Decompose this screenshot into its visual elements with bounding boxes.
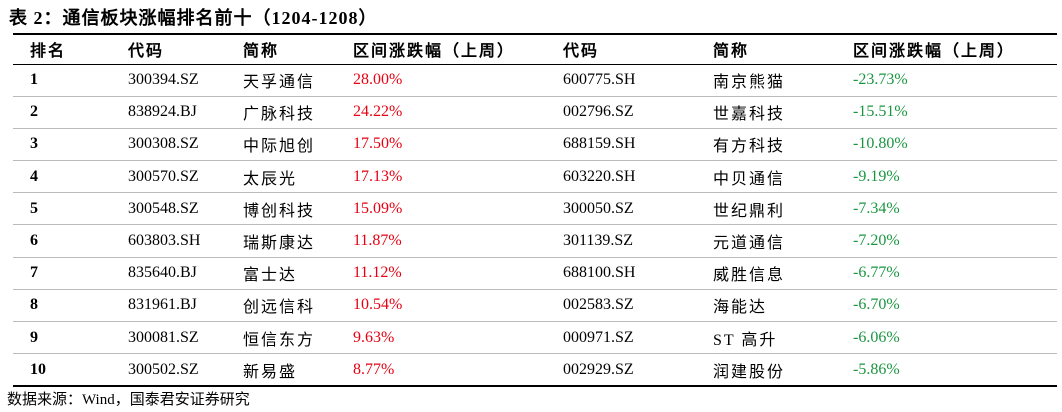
table-cell: 300570.SZ bbox=[128, 167, 199, 185]
table-cell: 海能达 bbox=[713, 299, 768, 317]
table-cell: 300548.SZ bbox=[128, 199, 199, 217]
table-cell: 富士达 bbox=[243, 267, 298, 285]
table-cell: -10.80% bbox=[853, 135, 908, 153]
table-body: 1 300394.SZ 天孚通信 28.00% 600775.SH 南京熊猫 -23.73%… bbox=[13, 64, 1057, 386]
table-cell: 11.12% bbox=[353, 264, 402, 282]
table-cell: 4 bbox=[30, 167, 38, 185]
ranking-table: 排名 代码 简称 区间涨跌幅（上周） 代码 简称 区间涨跌幅（上周） 1 300394.SZ 天… bbox=[13, 33, 1057, 387]
table-row: 9 300081.SZ 恒信东方 9.63% 000971.SZ ST 高升 -6.06% bbox=[13, 322, 1057, 354]
table-cell: 28.00% bbox=[353, 71, 403, 89]
table-cell: 瑞斯康达 bbox=[243, 235, 316, 253]
table-cell: 17.50% bbox=[353, 135, 403, 153]
table-cell: 24.22% bbox=[353, 103, 403, 121]
table-cell: 3 bbox=[30, 135, 38, 153]
table-cell: 南京熊猫 bbox=[713, 74, 786, 92]
table-row: 1 300394.SZ 天孚通信 28.00% 600775.SH 南京熊猫 -23.73% bbox=[13, 64, 1057, 97]
table-cell: 002796.SZ bbox=[563, 103, 634, 121]
table-cell: 有方科技 bbox=[713, 138, 786, 156]
header-cell: 代码 bbox=[563, 43, 600, 61]
table-cell: -6.70% bbox=[853, 296, 900, 314]
table-cell: 太辰光 bbox=[243, 170, 298, 188]
table-cell: 17.13% bbox=[353, 167, 403, 185]
table-row: 8 831961.BJ 创远信科 10.54% 002583.SZ 海能达 -6.70% bbox=[13, 289, 1057, 322]
table-cell: -5.86% bbox=[853, 360, 900, 378]
table-cell: 世纪鼎利 bbox=[713, 202, 786, 220]
table-cell: 688159.SH bbox=[563, 135, 636, 153]
table-cell: 1 bbox=[30, 71, 38, 89]
table-cell: 中际旭创 bbox=[243, 138, 316, 156]
table-row: 5 300548.SZ 博创科技 15.09% 300050.SZ 世纪鼎利 -7.34% bbox=[13, 193, 1057, 225]
table-cell: 世嘉科技 bbox=[713, 106, 786, 124]
table-cell: 7 bbox=[30, 264, 38, 282]
table-cell: 5 bbox=[30, 199, 38, 217]
source-note: 数据来源：Wind，国泰君安证券研究 bbox=[7, 392, 250, 408]
header-cell: 代码 bbox=[128, 43, 165, 61]
table-cell: 835640.BJ bbox=[128, 264, 197, 282]
table-cell: 002929.SZ bbox=[563, 360, 634, 378]
table-cell: 元道通信 bbox=[713, 235, 786, 253]
table-cell: 博创科技 bbox=[243, 202, 316, 220]
table-row: 10 300502.SZ 新易盛 8.77% 002929.SZ 润建股份 -5.86% bbox=[13, 354, 1057, 386]
table-cell: -23.73% bbox=[853, 71, 908, 89]
table-cell: 000971.SZ bbox=[563, 328, 634, 346]
table-cell: 9.63% bbox=[353, 328, 395, 346]
table-cell: 603220.SH bbox=[563, 167, 636, 185]
table-cell: 2 bbox=[30, 103, 38, 121]
table-cell: 创远信科 bbox=[243, 299, 316, 317]
table-cell: 831961.BJ bbox=[128, 296, 197, 314]
table-cell: 广脉科技 bbox=[243, 106, 316, 124]
table-cell: 300308.SZ bbox=[128, 135, 199, 153]
table-row: 2 838924.BJ 广脉科技 24.22% 002796.SZ 世嘉科技 -15.51% bbox=[13, 96, 1057, 129]
table-cell: -6.77% bbox=[853, 264, 900, 282]
table-cell: 8 bbox=[30, 296, 38, 314]
header-cell: 简称 bbox=[243, 43, 280, 61]
header-cell: 简称 bbox=[713, 43, 750, 61]
table-cell: 300394.SZ bbox=[128, 71, 199, 89]
table-cell: ST 高升 bbox=[713, 331, 778, 349]
header-cell: 区间涨跌幅（上周） bbox=[853, 43, 1016, 61]
table-cell: 301139.SZ bbox=[563, 232, 634, 250]
table-cell: -6.06% bbox=[853, 328, 900, 346]
table-cell: 300081.SZ bbox=[128, 328, 199, 346]
header-cell: 区间涨跌幅（上周） bbox=[353, 43, 516, 61]
table-row: 7 835640.BJ 富士达 11.12% 688100.SH 威胜信息 -6.77% bbox=[13, 257, 1057, 290]
table-row: 3 300308.SZ 中际旭创 17.50% 688159.SH 有方科技 -10.80% bbox=[13, 128, 1057, 161]
table-cell: 11.87% bbox=[353, 232, 402, 250]
table-cell: 威胜信息 bbox=[713, 267, 786, 285]
table-cell: 润建股份 bbox=[713, 363, 786, 381]
table-cell: 8.77% bbox=[353, 360, 395, 378]
table-cell: 002583.SZ bbox=[563, 296, 634, 314]
table-cell: 838924.BJ bbox=[128, 103, 197, 121]
table-cell: -7.20% bbox=[853, 232, 900, 250]
table-title: 表 2：通信板块涨幅排名前十（1204-1208） bbox=[9, 8, 378, 28]
table-cell: 10.54% bbox=[353, 296, 403, 314]
table-cell: -7.34% bbox=[853, 199, 900, 217]
table-cell: 新易盛 bbox=[243, 363, 298, 381]
table-header: 排名 代码 简称 区间涨跌幅（上周） 代码 简称 区间涨跌幅（上周） bbox=[13, 34, 1057, 64]
table-cell: 10 bbox=[30, 360, 46, 378]
table-cell: 6 bbox=[30, 232, 38, 250]
table-cell: -9.19% bbox=[853, 167, 900, 185]
header-row: 排名 代码 简称 区间涨跌幅（上周） 代码 简称 区间涨跌幅（上周） bbox=[13, 34, 1057, 64]
table-cell: 300502.SZ bbox=[128, 360, 199, 378]
table-cell: 300050.SZ bbox=[563, 199, 634, 217]
table-cell: 恒信东方 bbox=[243, 331, 316, 349]
table-row: 6 603803.SH 瑞斯康达 11.87% 301139.SZ 元道通信 -7.20% bbox=[13, 225, 1057, 258]
table-cell: 15.09% bbox=[353, 199, 403, 217]
table-cell: 中贝通信 bbox=[713, 170, 786, 188]
table-cell: 600775.SH bbox=[563, 71, 636, 89]
table-cell: 688100.SH bbox=[563, 264, 636, 282]
table-cell: 603803.SH bbox=[128, 232, 201, 250]
table-cell: 天孚通信 bbox=[243, 74, 316, 92]
header-cell: 排名 bbox=[30, 43, 67, 61]
table-cell: 9 bbox=[30, 328, 38, 346]
table-row: 4 300570.SZ 太辰光 17.13% 603220.SH 中贝通信 -9.19% bbox=[13, 161, 1057, 193]
table-cell: -15.51% bbox=[853, 103, 908, 121]
